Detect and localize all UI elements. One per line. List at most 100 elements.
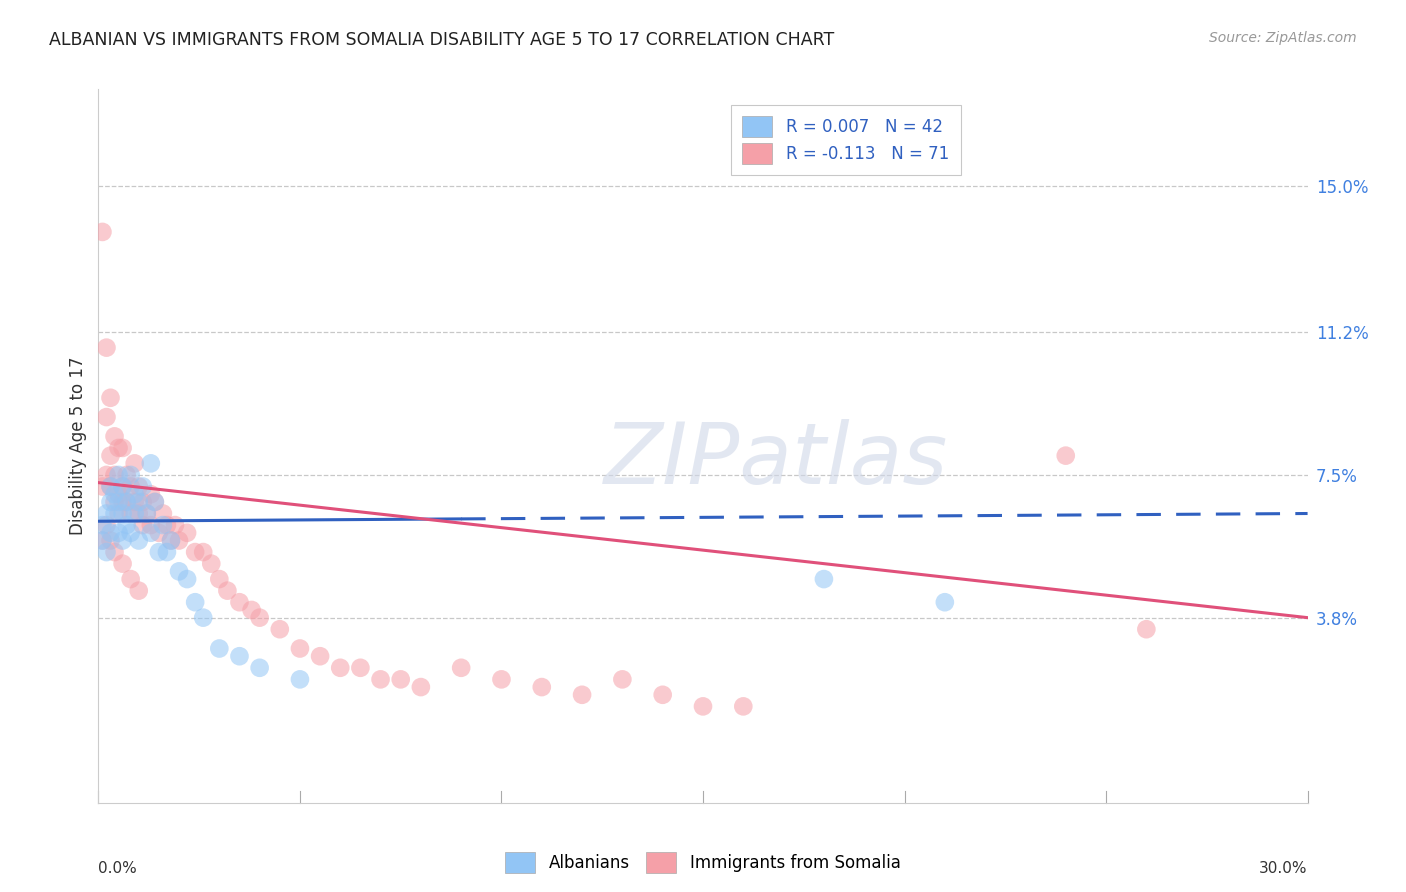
Point bbox=[217, 583, 239, 598]
Point bbox=[111, 441, 134, 455]
Point bbox=[193, 545, 215, 559]
Point bbox=[120, 525, 142, 540]
Point bbox=[132, 518, 155, 533]
Point bbox=[184, 545, 207, 559]
Point bbox=[228, 595, 250, 609]
Point bbox=[115, 495, 138, 509]
Point bbox=[450, 661, 472, 675]
Point bbox=[612, 673, 634, 687]
Point bbox=[128, 533, 150, 548]
Point bbox=[96, 518, 118, 533]
Point bbox=[107, 441, 129, 455]
Point bbox=[176, 572, 198, 586]
Point bbox=[152, 507, 174, 521]
Point bbox=[148, 545, 170, 559]
Point bbox=[160, 533, 183, 548]
Point bbox=[96, 467, 118, 482]
Point bbox=[139, 456, 162, 470]
Point bbox=[103, 429, 125, 443]
Point bbox=[103, 495, 125, 509]
Point bbox=[103, 545, 125, 559]
Point bbox=[167, 565, 190, 579]
Point bbox=[249, 661, 271, 675]
Text: 30.0%: 30.0% bbox=[1260, 861, 1308, 876]
Point bbox=[135, 507, 157, 521]
Point bbox=[100, 391, 122, 405]
Legend: R = 0.007   N = 42, R = -0.113   N = 71: R = 0.007 N = 42, R = -0.113 N = 71 bbox=[731, 104, 960, 176]
Point bbox=[228, 649, 250, 664]
Point bbox=[200, 557, 222, 571]
Point bbox=[124, 507, 146, 521]
Point bbox=[128, 495, 150, 509]
Point bbox=[111, 479, 134, 493]
Point bbox=[111, 557, 134, 571]
Point bbox=[329, 661, 352, 675]
Point bbox=[571, 688, 593, 702]
Point bbox=[163, 518, 186, 533]
Point bbox=[103, 467, 125, 482]
Text: Source: ZipAtlas.com: Source: ZipAtlas.com bbox=[1209, 31, 1357, 45]
Point bbox=[733, 699, 755, 714]
Point bbox=[156, 545, 179, 559]
Point bbox=[91, 479, 114, 493]
Point bbox=[176, 525, 198, 540]
Point bbox=[111, 533, 134, 548]
Point bbox=[120, 479, 142, 493]
Point bbox=[96, 507, 118, 521]
Point bbox=[491, 673, 513, 687]
Point bbox=[111, 479, 134, 493]
Point bbox=[107, 507, 129, 521]
Point bbox=[111, 507, 134, 521]
Point bbox=[208, 572, 231, 586]
Point bbox=[184, 595, 207, 609]
Point bbox=[91, 225, 114, 239]
Point bbox=[349, 661, 371, 675]
Point bbox=[115, 518, 138, 533]
Point bbox=[103, 487, 125, 501]
Point bbox=[103, 507, 125, 521]
Point bbox=[120, 507, 142, 521]
Point bbox=[124, 495, 146, 509]
Point bbox=[813, 572, 835, 586]
Point bbox=[409, 680, 432, 694]
Point bbox=[100, 449, 122, 463]
Point bbox=[1135, 622, 1157, 636]
Point bbox=[107, 487, 129, 501]
Text: 0.0%: 0.0% bbox=[98, 861, 138, 876]
Point bbox=[651, 688, 673, 702]
Point bbox=[124, 487, 146, 501]
Point bbox=[120, 467, 142, 482]
Point bbox=[288, 673, 311, 687]
Point bbox=[107, 495, 129, 509]
Point bbox=[143, 495, 166, 509]
Point bbox=[269, 622, 291, 636]
Y-axis label: Disability Age 5 to 17: Disability Age 5 to 17 bbox=[69, 357, 87, 535]
Point bbox=[128, 583, 150, 598]
Point bbox=[115, 467, 138, 482]
Point bbox=[96, 545, 118, 559]
Point bbox=[208, 641, 231, 656]
Point bbox=[288, 641, 311, 656]
Point bbox=[193, 610, 215, 624]
Point bbox=[100, 479, 122, 493]
Point bbox=[370, 673, 392, 687]
Point bbox=[107, 467, 129, 482]
Point bbox=[1054, 449, 1077, 463]
Point bbox=[132, 495, 155, 509]
Point bbox=[128, 479, 150, 493]
Point bbox=[120, 572, 142, 586]
Point bbox=[91, 518, 114, 533]
Point bbox=[139, 518, 162, 533]
Point bbox=[128, 507, 150, 521]
Point bbox=[124, 456, 146, 470]
Point bbox=[143, 495, 166, 509]
Text: ALBANIAN VS IMMIGRANTS FROM SOMALIA DISABILITY AGE 5 TO 17 CORRELATION CHART: ALBANIAN VS IMMIGRANTS FROM SOMALIA DISA… bbox=[49, 31, 834, 49]
Point bbox=[100, 495, 122, 509]
Point bbox=[139, 487, 162, 501]
Point bbox=[148, 525, 170, 540]
Point bbox=[100, 525, 122, 540]
Point bbox=[249, 610, 271, 624]
Point bbox=[309, 649, 332, 664]
Point bbox=[389, 673, 412, 687]
Point bbox=[139, 525, 162, 540]
